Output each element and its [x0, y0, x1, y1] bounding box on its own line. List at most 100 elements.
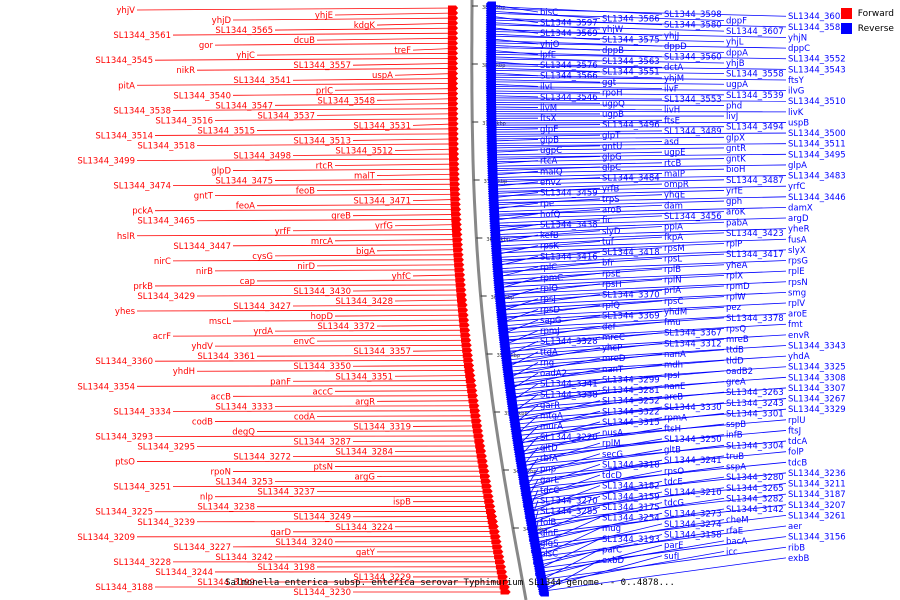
reverse-leader — [485, 99, 787, 102]
reverse-leader — [511, 415, 539, 439]
forward-leader — [154, 133, 459, 136]
forward-gene-arrow — [454, 267, 465, 273]
reverse-gene-label: SL1344_3270 — [540, 497, 598, 507]
reverse-gene-label: envZ — [540, 178, 562, 188]
forward-leader — [394, 299, 468, 302]
reverse-gene-label: glpX — [726, 133, 745, 143]
forward-gene-arrow — [448, 156, 459, 162]
forward-gene-arrow — [465, 373, 476, 379]
forward-gene-arrow — [483, 493, 494, 499]
reverse-leader — [489, 219, 601, 229]
reverse-leader — [487, 162, 663, 167]
reverse-leader — [488, 185, 787, 192]
forward-gene-arrow — [450, 206, 461, 212]
forward-gene-arrow — [478, 463, 489, 469]
forward-leader — [196, 445, 486, 447]
reverse-gene-label: SL1344_3329 — [788, 405, 846, 415]
reverse-gene-label: SL1344_3285 — [540, 507, 598, 517]
forward-gene-label: SL1344_3428 — [335, 297, 393, 307]
forward-gene-arrow — [495, 564, 506, 570]
reverse-gene-label: tdcA — [788, 437, 807, 447]
forward-gene-arrow — [452, 242, 463, 248]
reverse-gene-label: mreB — [726, 335, 749, 345]
reverse-leader — [488, 196, 787, 204]
forward-leader — [352, 440, 485, 442]
forward-gene-label: nirB — [196, 267, 213, 277]
forward-gene-arrow — [477, 458, 488, 464]
reverse-leader — [491, 249, 787, 261]
reverse-leader — [527, 502, 663, 533]
forward-gene-arrow — [488, 524, 499, 530]
forward-gene-label: cysG — [252, 252, 273, 262]
forward-gene-arrow — [448, 131, 459, 137]
reverse-leader — [534, 538, 601, 572]
forward-gene-arrow — [452, 237, 463, 243]
forward-gene-label: SL1344_3531 — [353, 121, 411, 131]
reverse-leader — [519, 457, 539, 485]
reverse-gene-label: glpA — [788, 161, 807, 171]
reverse-leader — [535, 544, 663, 579]
reverse-gene-label: nusA — [602, 429, 623, 439]
forward-gene-label: codB — [192, 417, 213, 427]
reverse-leader — [487, 173, 663, 179]
reverse-gene-label: gltB — [664, 446, 681, 456]
legend-forward-label: Forward — [857, 8, 894, 19]
reverse-leader — [485, 88, 787, 91]
reverse-gene-label: livJ — [726, 112, 738, 122]
forward-gene-label: SL1344_3565 — [215, 26, 273, 36]
reverse-gene-label: yrfC — [788, 182, 806, 192]
reverse-gene-label: SL1344_3417 — [726, 250, 784, 260]
reverse-gene-label: SL1344_3569 — [540, 29, 598, 39]
forward-gene-label: feoB — [296, 187, 315, 197]
reverse-gene-label: rpsI — [664, 371, 680, 381]
reverse-leader — [508, 394, 539, 416]
reverse-gene-label: truB — [726, 452, 744, 462]
reverse-gene-label: bioH — [726, 165, 745, 175]
forward-gene-label: degQ — [232, 427, 255, 437]
reverse-gene-label: rpsQ — [726, 324, 746, 334]
forward-gene-arrow — [492, 544, 503, 550]
reverse-gene-label: SL1344_3330 — [664, 403, 722, 413]
reverse-leader — [493, 268, 663, 282]
forward-leader — [394, 224, 462, 227]
reverse-gene-label: rplV — [788, 299, 805, 309]
reverse-gene-label: SL1344_3607 — [726, 27, 784, 37]
reverse-gene-label: SL1344_3265 — [726, 484, 784, 494]
reverse-gene-label: rplX — [726, 271, 743, 281]
reverse-leader — [486, 156, 601, 160]
forward-gene-arrow — [472, 423, 483, 429]
reverse-leader — [498, 323, 787, 341]
reverse-gene-label: rplU — [788, 416, 805, 426]
reverse-leader — [485, 97, 663, 100]
forward-gene-label: SL1344_3513 — [293, 136, 351, 146]
forward-gene-label: rtcR — [316, 162, 334, 172]
forward-gene-arrow — [447, 5, 458, 11]
genome-backbone — [470, 0, 528, 600]
forward-gene-arrow — [474, 438, 485, 444]
reverse-gene-label: SL1344_3175 — [602, 503, 660, 513]
forward-gene-label: yhjD — [212, 16, 232, 26]
reverse-leader — [510, 406, 663, 430]
reverse-gene-label: SL1344_3369 — [602, 312, 660, 322]
reverse-gene-label: ugpC — [540, 146, 562, 156]
forward-gene-arrow — [450, 196, 461, 202]
reverse-leader — [491, 243, 725, 254]
reverse-leader — [522, 479, 539, 508]
forward-gene-arrow — [496, 569, 507, 575]
reverse-leader — [538, 557, 787, 593]
reverse-leader — [532, 529, 725, 563]
reverse-gene-label: SL1344_3211 — [788, 480, 846, 490]
reverse-gene-label: fmu — [664, 318, 681, 328]
reverse-gene-label: yhcP — [602, 344, 622, 354]
forward-leader — [136, 385, 477, 387]
forward-leader — [232, 93, 458, 96]
reverse-swatch — [840, 23, 852, 34]
forward-gene-label: feoA — [236, 202, 255, 212]
forward-gene-arrow — [467, 388, 478, 394]
reverse-leader — [485, 92, 725, 96]
reverse-gene-label: uspB — [788, 118, 809, 128]
reverse-gene-label: dppC — [788, 44, 810, 54]
reverse-leader — [517, 449, 663, 476]
reverse-gene-label: rpsK — [540, 242, 559, 252]
reverse-gene-label: rpmD — [726, 282, 750, 292]
